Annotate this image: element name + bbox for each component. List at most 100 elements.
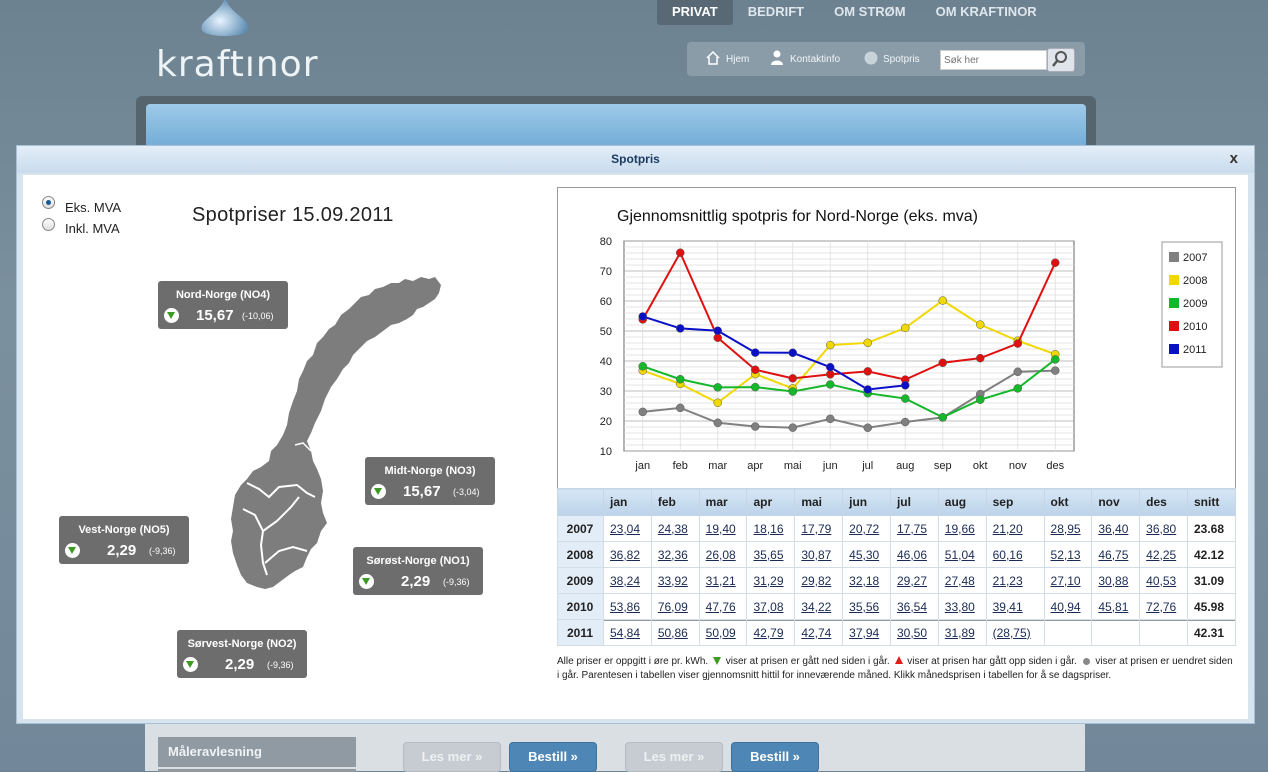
price-cell[interactable]: 35,65: [746, 541, 796, 568]
header-mai: mai: [794, 488, 844, 516]
price-cell[interactable]: 32,36: [650, 541, 700, 568]
radio-inkl-mva[interactable]: [42, 218, 55, 231]
price-cell[interactable]: 50,86: [650, 619, 700, 646]
price-cell[interactable]: 29,27: [889, 567, 939, 594]
radio-eks-mva-label[interactable]: Eks. MVA: [65, 200, 122, 215]
spotpris-dialog: Spotpris x Eks. MVA Inkl. MVA Spotpriser…: [16, 145, 1255, 724]
price-cell[interactable]: 34,22: [794, 593, 844, 620]
region-sorvest-norge[interactable]: Sørvest-Norge (NO2) 2,29 (-9,36): [177, 630, 307, 678]
price-cell[interactable]: 30,50: [889, 619, 939, 646]
price-cell[interactable]: 39,41: [985, 593, 1045, 620]
price-cell[interactable]: 21,23: [985, 567, 1045, 594]
read-more-button-1[interactable]: Les mer »: [403, 742, 501, 772]
read-more-button-2[interactable]: Les mer »: [625, 742, 723, 772]
price-cell[interactable]: 27,10: [1043, 567, 1093, 594]
price-cell[interactable]: 33,92: [650, 567, 700, 594]
nav-om-strom[interactable]: OM STRØM: [834, 4, 906, 19]
price-cell[interactable]: 45,30: [842, 541, 891, 568]
contact-link[interactable]: Kontaktinfo: [790, 54, 841, 65]
price-cell[interactable]: 54,84: [603, 619, 652, 646]
price-cell[interactable]: 36,80: [1139, 515, 1188, 542]
price-cell[interactable]: 36,54: [889, 593, 939, 620]
price-cell[interactable]: 40,53: [1139, 567, 1188, 594]
series-line-2010: [641, 250, 1057, 381]
search-input[interactable]: [940, 50, 1047, 70]
price-cell[interactable]: 35,56: [842, 593, 891, 620]
nav-privat[interactable]: PRIVAT: [657, 0, 733, 25]
price-cell[interactable]: 51,04: [937, 541, 987, 568]
price-cell[interactable]: 40,94: [1043, 593, 1093, 620]
order-button-2[interactable]: Bestill »: [731, 742, 819, 772]
region-change: (-9,36): [443, 577, 470, 587]
order-button-1[interactable]: Bestill »: [509, 742, 597, 772]
spot-icon[interactable]: [863, 50, 879, 66]
x-tick-label: sep: [934, 460, 952, 472]
price-cell[interactable]: 27,48: [937, 567, 987, 594]
arrow-down-icon: [183, 657, 198, 672]
price-cell[interactable]: 32,18: [842, 567, 891, 594]
price-cell[interactable]: 42,74: [794, 619, 844, 646]
price-cell[interactable]: 26,08: [698, 541, 748, 568]
price-cell[interactable]: 36,82: [603, 541, 652, 568]
norway-map[interactable]: [203, 275, 443, 615]
price-cell[interactable]: 45,81: [1091, 593, 1141, 620]
region-nord-norge[interactable]: Nord-Norge (NO4) 15,67 (-10,06): [158, 281, 288, 329]
price-cell[interactable]: (28,75): [985, 619, 1045, 646]
data-point: [863, 367, 872, 376]
price-cell[interactable]: 28,95: [1043, 515, 1093, 542]
price-cell[interactable]: 31,89: [937, 619, 987, 646]
top-navigation: PRIVAT BEDRIFT OM STRØM OM KRAFTINOR: [657, 0, 1052, 25]
price-cell[interactable]: 19,66: [937, 515, 987, 542]
price-cell[interactable]: 60,16: [985, 541, 1045, 568]
region-name: Midt-Norge (NO3): [384, 465, 476, 477]
price-cell: [1139, 619, 1188, 646]
price-cell[interactable]: 21,20: [985, 515, 1045, 542]
price-cell[interactable]: 19,40: [698, 515, 748, 542]
search-button[interactable]: [1047, 48, 1075, 72]
close-button[interactable]: x: [1229, 150, 1238, 167]
region-vest-norge[interactable]: Vest-Norge (NO5) 2,29 (-9,36): [59, 516, 189, 564]
price-cell[interactable]: 42,25: [1139, 541, 1188, 568]
price-cell[interactable]: 18,16: [746, 515, 796, 542]
sidebar-item-maleravlesning[interactable]: Måleravlesning: [158, 737, 356, 767]
price-cell[interactable]: 20,72: [842, 515, 891, 542]
price-cell[interactable]: 24,38: [650, 515, 700, 542]
price-cell[interactable]: 72,76: [1139, 593, 1188, 620]
price-cell[interactable]: 17,79: [794, 515, 844, 542]
price-cell[interactable]: 36,40: [1091, 515, 1141, 542]
legend-label: 2008: [1183, 275, 1207, 287]
price-cell[interactable]: 37,08: [746, 593, 796, 620]
price-cell[interactable]: 33,80: [937, 593, 987, 620]
nav-bedrift[interactable]: BEDRIFT: [747, 4, 805, 19]
home-link[interactable]: Hjem: [726, 54, 750, 65]
price-cell[interactable]: 76,09: [650, 593, 700, 620]
price-cell[interactable]: 47,76: [698, 593, 748, 620]
region-midt-norge[interactable]: Midt-Norge (NO3) 15,67 (-3,04): [365, 457, 495, 505]
nav-om-kraftinor[interactable]: OM KRAFTINOR: [935, 4, 1037, 19]
price-cell[interactable]: 23,04: [603, 515, 652, 542]
radio-eks-mva[interactable]: [42, 196, 55, 209]
price-cell[interactable]: 30,87: [794, 541, 844, 568]
data-point: [901, 394, 910, 403]
region-sorost-norge[interactable]: Sørøst-Norge (NO1) 2,29 (-9,36): [353, 547, 483, 595]
price-cell[interactable]: 31,21: [698, 567, 748, 594]
price-cell[interactable]: 50,09: [698, 619, 748, 646]
price-cell[interactable]: 31,29: [746, 567, 796, 594]
radio-inkl-mva-label[interactable]: Inkl. MVA: [65, 221, 120, 236]
data-point: [676, 403, 685, 413]
price-cell[interactable]: 53,86: [603, 593, 652, 620]
price-cell[interactable]: 52,13: [1043, 541, 1093, 568]
price-cell[interactable]: 38,24: [603, 567, 652, 594]
price-cell[interactable]: 46,06: [889, 541, 939, 568]
region-price: 15,67: [196, 307, 234, 324]
price-cell[interactable]: 17,75: [889, 515, 939, 542]
price-cell[interactable]: 37,94: [842, 619, 891, 646]
spotpris-link[interactable]: Spotpris: [883, 54, 920, 65]
home-icon[interactable]: [705, 50, 721, 66]
price-cell[interactable]: 46,75: [1091, 541, 1141, 568]
price-cell[interactable]: 42,79: [746, 619, 796, 646]
logo[interactable]: kraftınor: [150, 0, 318, 85]
person-icon[interactable]: [769, 50, 785, 66]
price-cell[interactable]: 30,88: [1091, 567, 1141, 594]
price-cell[interactable]: 29,82: [794, 567, 844, 594]
